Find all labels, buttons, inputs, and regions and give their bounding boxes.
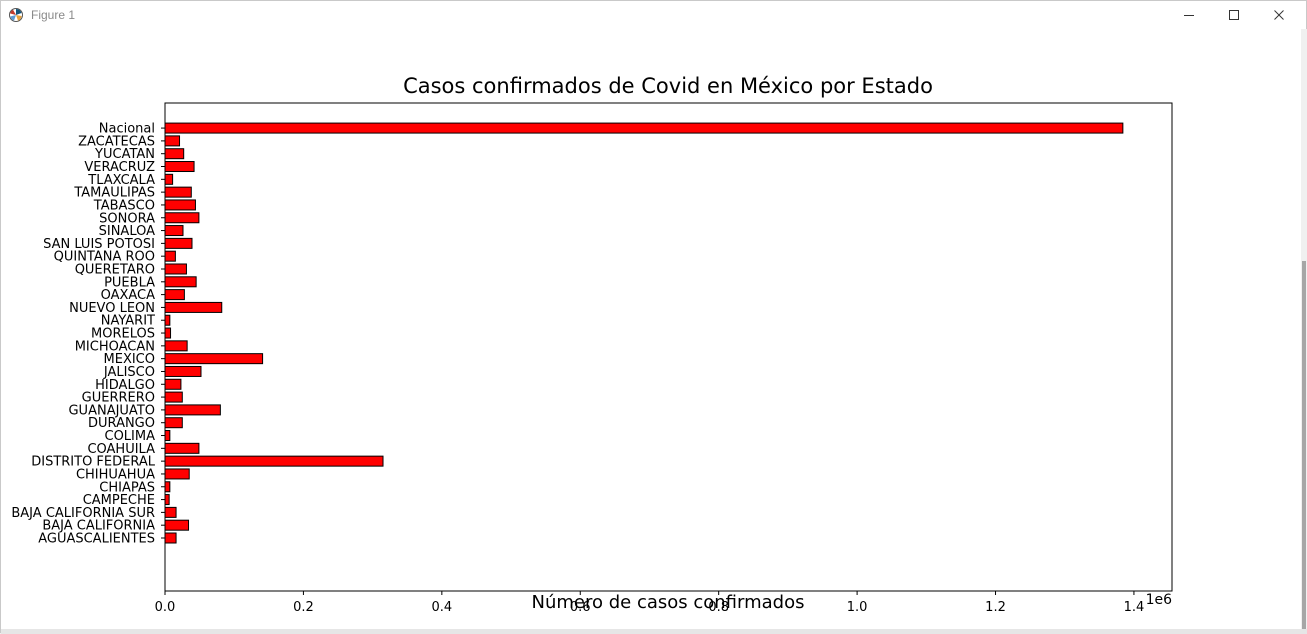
bar-chihuahua — [164, 468, 190, 480]
y-tick-label-mexico: MEXICO — [104, 352, 155, 367]
y-tick-label-michoacan: MICHOACAN — [75, 339, 155, 354]
bar-baja-california — [164, 519, 190, 531]
bar-baja-california-sur — [164, 506, 177, 518]
bar-michoacan — [164, 340, 188, 352]
x-tick-label-4: 0.8 — [708, 600, 729, 615]
y-tick-label-distrito-federal: DISTRITO FEDERAL — [31, 455, 156, 470]
x-tick-label-1: 0.2 — [293, 600, 314, 615]
y-tick-label-puebla: PUEBLA — [104, 275, 155, 290]
y-tick-label-durango: DURANGO — [88, 416, 155, 431]
y-tick-label-tabasco: TABASCO — [93, 198, 155, 213]
y-tick-label-hidalgo: HIDALGO — [95, 378, 155, 393]
scrollbar-thumb[interactable] — [1302, 261, 1306, 629]
bar-san-luis-potosi — [164, 237, 193, 249]
bar-quintana-roo — [164, 250, 176, 262]
y-tick-label-sinaloa: SINALOA — [99, 224, 155, 239]
chart-title: Casos confirmados de Covid en México por… — [403, 74, 933, 98]
y-tick-label-zacatecas: ZACATECAS — [78, 134, 155, 149]
bar-hidalgo — [164, 378, 182, 390]
y-tick-label-baja-california: BAJA CALIFORNIA — [42, 519, 155, 534]
x-tick-label-0: 0.0 — [155, 600, 176, 615]
bar-distrito-federal — [164, 455, 384, 467]
x-ticks: 0.0 0.2 0.4 0.6 0.8 1.0 1.2 1.4 — [155, 591, 1145, 615]
y-tick-label-queretaro: QUERETARO — [75, 262, 155, 277]
y-tick-label-san-luis-potosi: SAN LUIS POTOSI — [43, 237, 155, 252]
bar-nayarit — [164, 314, 171, 326]
bar-mexico — [164, 353, 264, 365]
x-tick-label-6: 1.2 — [985, 600, 1006, 615]
maximize-icon — [1229, 10, 1239, 20]
bar-campeche — [164, 494, 170, 506]
y-tick-label-guanajuato: GUANAJUATO — [68, 403, 155, 418]
bar-tlaxcala — [164, 173, 174, 185]
x-tick-label-3: 0.6 — [570, 600, 591, 615]
x-tick-label-2: 0.4 — [431, 600, 452, 615]
bar-guanajuato — [164, 404, 221, 416]
bar-nacional — [164, 122, 1124, 134]
bar-tabasco — [164, 199, 196, 211]
y-tick-label-colima: COLIMA — [105, 429, 156, 444]
x-axis-label: Número de casos confirmados — [532, 592, 805, 613]
bar-queretaro — [164, 263, 187, 275]
bar-yucatan — [164, 148, 185, 160]
bar-durango — [164, 417, 183, 429]
bars-group — [164, 122, 1124, 544]
y-tick-label-tamaulipas: TAMAULIPAS — [73, 186, 155, 201]
y-tick-label-jalisco: JALISCO — [103, 365, 155, 380]
title-bar[interactable]: Figure 1 — [1, 1, 1306, 29]
bar-sinaloa — [164, 225, 184, 237]
minimize-icon — [1184, 15, 1194, 16]
bar-oaxaca — [164, 289, 185, 301]
y-tick-label-nacional: Nacional — [99, 122, 155, 137]
y-tick-label-chiapas: CHIAPAS — [99, 480, 155, 495]
bar-colima — [164, 430, 171, 442]
y-tick-label-campeche: CAMPECHE — [83, 493, 155, 508]
maximize-button[interactable] — [1211, 1, 1257, 29]
y-tick-label-veracruz: VERACRUZ — [84, 160, 155, 175]
bar-veracruz — [164, 161, 195, 173]
y-tick-label-nayarit: NAYARIT — [101, 314, 155, 329]
y-tick-label-morelos: MORELOS — [91, 327, 155, 342]
bar-guerrero — [164, 391, 183, 403]
bar-jalisco — [164, 365, 202, 377]
y-tick-label-oaxaca: OAXACA — [101, 288, 156, 303]
window-title: Figure 1 — [31, 8, 76, 22]
matplotlib-app-icon — [9, 8, 23, 22]
close-button[interactable] — [1256, 1, 1302, 29]
bar-zacatecas — [164, 135, 181, 147]
y-tick-label-yucatan: YUCATAN — [94, 147, 155, 162]
x-tick-label-7: 1.4 — [1124, 600, 1145, 615]
bar-coahuila — [164, 442, 200, 454]
y-tick-label-guerrero: GUERRERO — [82, 391, 155, 406]
window-bottom-edge — [1, 629, 1307, 634]
y-tick-label-sonora: SONORA — [99, 211, 155, 226]
y-tick-label-tlaxcala: TLAXCALA — [87, 173, 155, 188]
bar-chiapas — [164, 481, 171, 493]
y-tick-label-aguascalientes: AGUASCALIENTES — [38, 532, 155, 547]
figure-canvas: Casos confirmados de Covid en México por… — [1, 29, 1305, 629]
bar-puebla — [164, 276, 197, 288]
y-tick-label-chihuahua: CHIHUAHUA — [76, 467, 155, 482]
bar-sonora — [164, 212, 200, 224]
minimize-button[interactable] — [1166, 1, 1212, 29]
bar-morelos — [164, 327, 172, 339]
bar-nuevo-leon — [164, 301, 223, 313]
x-tick-label-5: 1.0 — [847, 600, 868, 615]
x-offset-label: 1e6 — [1146, 592, 1173, 608]
axes-frame — [164, 102, 1173, 592]
right-edge-scrollbar[interactable] — [1301, 29, 1307, 634]
bar-tamaulipas — [164, 186, 192, 198]
y-tick-label-nuevo-leon: NUEVO LEON — [69, 301, 155, 316]
y-tick-label-coahuila: COAHUILA — [87, 442, 155, 457]
y-tick-label-baja-california-sur: BAJA CALIFORNIA SUR — [11, 506, 155, 521]
y-tick-label-quintana-roo: QUINTANA ROO — [54, 250, 155, 265]
bar-chart: Casos confirmados de Covid en México por… — [11, 74, 1173, 615]
bar-aguascalientes — [164, 532, 177, 544]
close-icon — [1274, 10, 1284, 20]
